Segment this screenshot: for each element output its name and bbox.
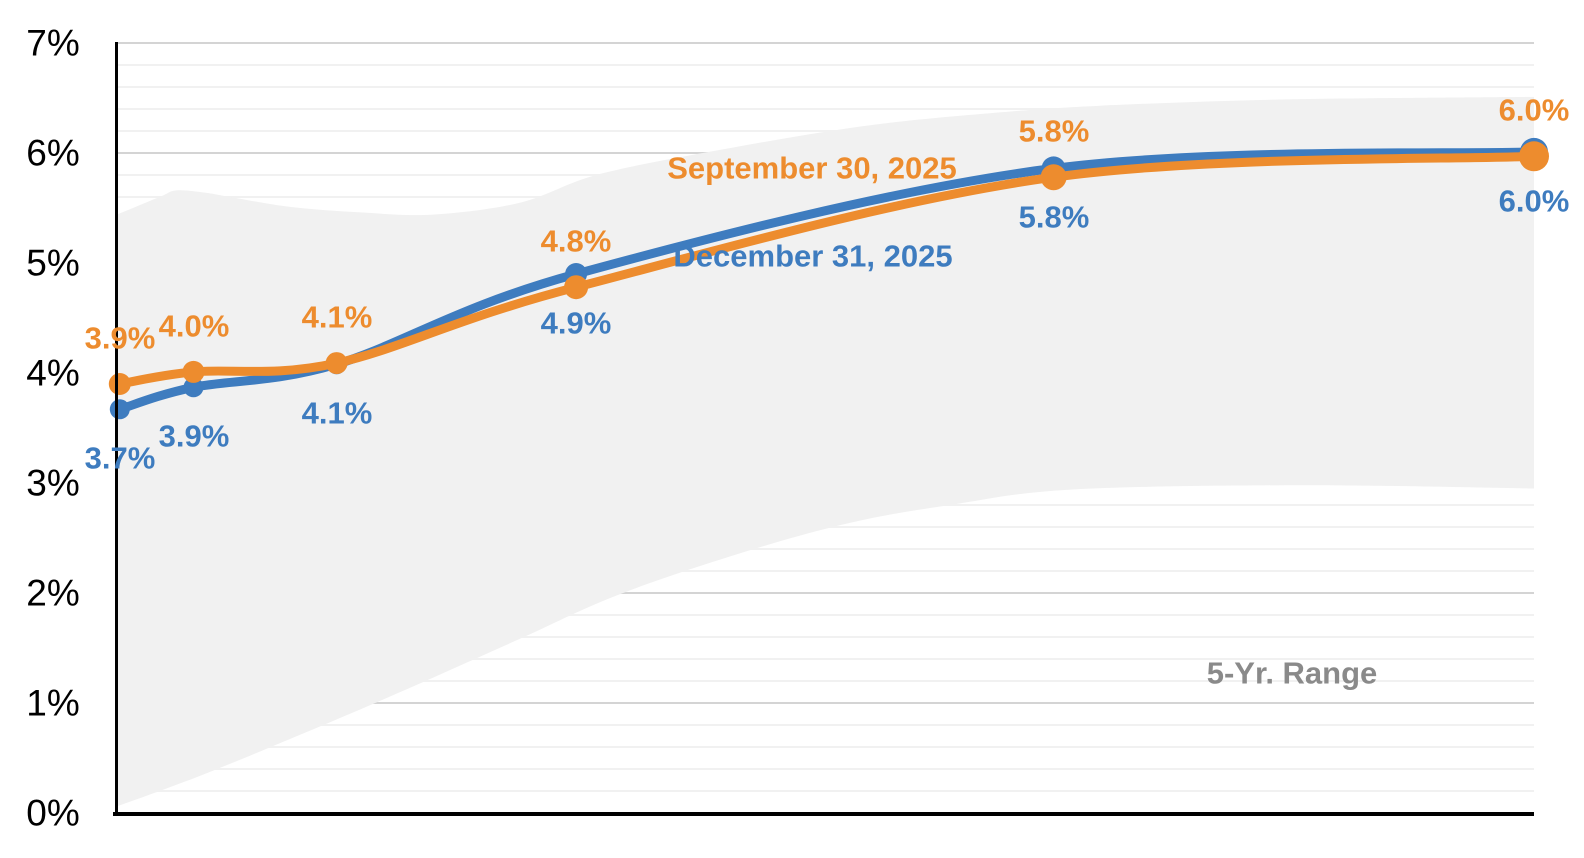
y-axis-tick-label: 4% — [26, 352, 80, 394]
data-label-september: 4.0% — [158, 308, 230, 344]
y-axis-tick-label: 0% — [26, 792, 80, 834]
data-label-september: 3.9% — [84, 320, 156, 356]
data-label-december: 6.0% — [1498, 183, 1570, 219]
series-label-september: September 30, 2025 — [667, 150, 957, 186]
series-marker-september — [108, 373, 131, 395]
y-axis-tick-label: 5% — [26, 242, 80, 284]
series-marker-december — [109, 399, 130, 420]
data-label-september: 5.8% — [1018, 113, 1090, 149]
y-axis-tick-label: 1% — [26, 682, 80, 724]
range-band-label: 5-Yr. Range — [1206, 655, 1378, 691]
y-axis-tick-label: 3% — [26, 462, 80, 504]
series-marker-september — [1519, 141, 1549, 172]
series-marker-september — [1040, 164, 1067, 191]
y-axis-tick-label: 7% — [26, 22, 80, 64]
data-label-december: 5.8% — [1018, 199, 1090, 235]
data-label-december: 4.9% — [540, 305, 612, 341]
series-label-december: December 31, 2025 — [673, 238, 953, 274]
data-label-september: 4.1% — [301, 299, 373, 335]
data-label-december: 3.7% — [84, 440, 156, 476]
y-axis-line — [115, 42, 118, 816]
series-marker-september — [325, 352, 348, 375]
data-label-september: 4.8% — [540, 223, 612, 259]
data-label-september: 6.0% — [1498, 92, 1570, 128]
range-band-area — [117, 96, 1534, 807]
y-axis-tick-label: 2% — [26, 572, 80, 614]
x-axis-line — [113, 812, 1534, 816]
series-marker-september — [182, 360, 205, 383]
data-label-december: 3.9% — [158, 418, 230, 454]
y-axis-tick-label: 6% — [26, 132, 80, 174]
series-line-december — [115, 147, 1539, 414]
series-marker-september — [564, 275, 589, 300]
series-line-september — [115, 151, 1539, 389]
data-label-december: 4.1% — [301, 395, 373, 431]
series-marker-december — [183, 377, 204, 398]
